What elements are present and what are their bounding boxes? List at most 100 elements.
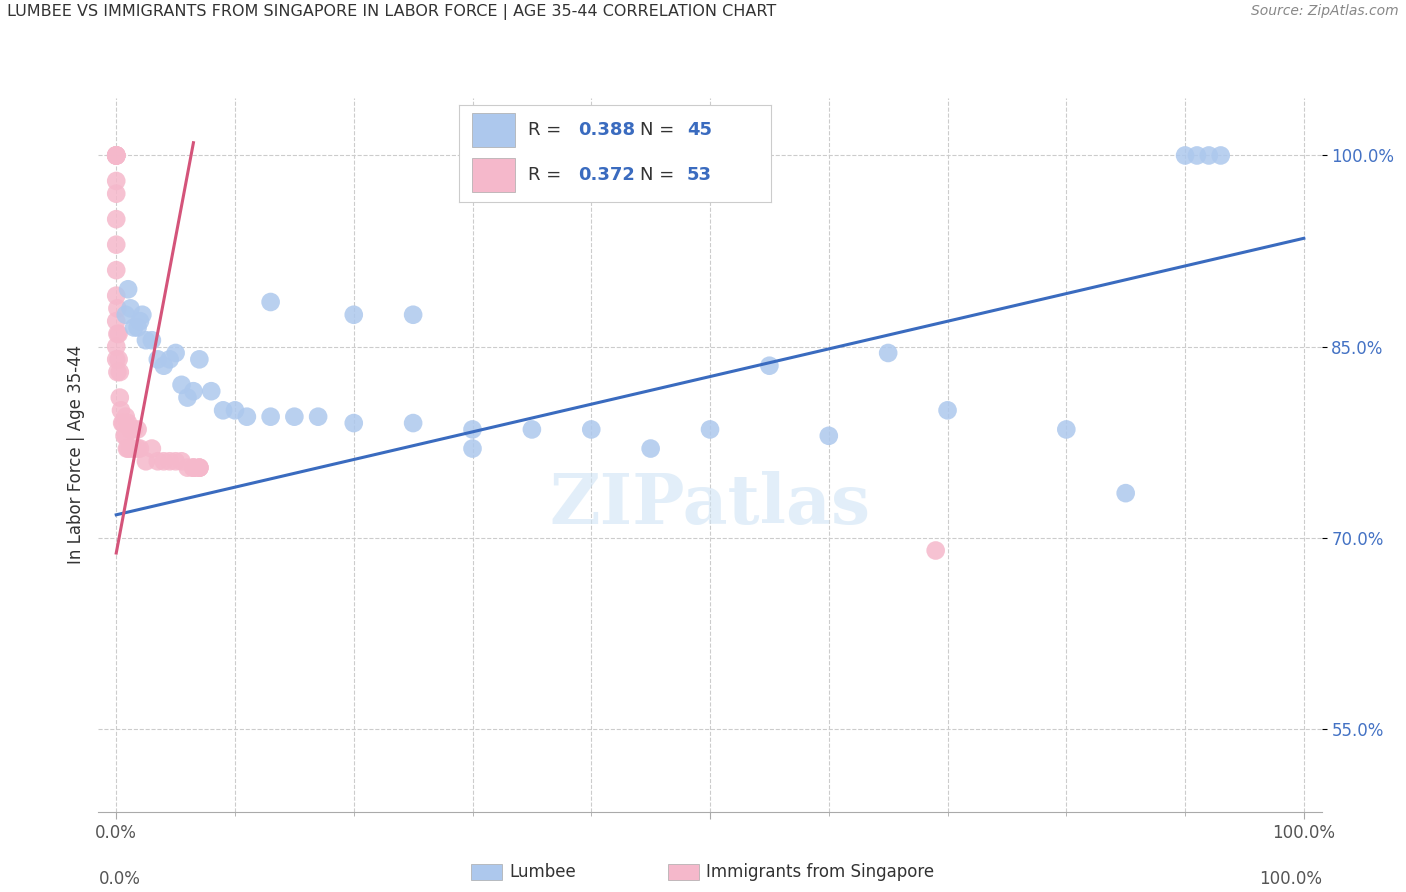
Point — [159, 352, 181, 367]
Point — [129, 442, 152, 456]
Point — [111, 416, 134, 430]
Point — [212, 403, 235, 417]
Point — [461, 422, 484, 436]
Point — [1054, 422, 1077, 436]
Point — [699, 422, 721, 436]
Point — [183, 460, 205, 475]
Point — [236, 409, 259, 424]
Point — [936, 403, 959, 417]
Text: Lumbee: Lumbee — [509, 863, 575, 881]
Point — [170, 454, 193, 468]
Point — [165, 346, 187, 360]
Point — [135, 454, 157, 468]
Point — [110, 403, 132, 417]
Point — [105, 148, 128, 162]
Point — [259, 295, 281, 310]
Point — [188, 460, 211, 475]
Point — [105, 340, 128, 354]
Point — [115, 442, 138, 456]
Point — [1209, 148, 1232, 162]
Point — [183, 460, 205, 475]
Point — [127, 422, 149, 436]
Point — [200, 384, 222, 399]
Point — [131, 308, 153, 322]
Point — [141, 333, 163, 347]
Point — [170, 377, 193, 392]
Y-axis label: In Labor Force | Age 35-44: In Labor Force | Age 35-44 — [66, 345, 84, 565]
Point — [283, 409, 305, 424]
Point — [107, 365, 129, 379]
Point — [183, 384, 205, 399]
Point — [105, 174, 128, 188]
Text: Immigrants from Singapore: Immigrants from Singapore — [706, 863, 934, 881]
Point — [127, 320, 149, 334]
Point — [146, 454, 169, 468]
Point — [105, 212, 128, 227]
Text: Source: ZipAtlas.com: Source: ZipAtlas.com — [1251, 4, 1399, 19]
Point — [105, 148, 128, 162]
Point — [105, 263, 128, 277]
Point — [176, 391, 198, 405]
Text: LUMBEE VS IMMIGRANTS FROM SINGAPORE IN LABOR FORCE | AGE 35-44 CORRELATION CHART: LUMBEE VS IMMIGRANTS FROM SINGAPORE IN L… — [7, 4, 776, 21]
Point — [120, 442, 142, 456]
Point — [188, 460, 211, 475]
Point — [105, 314, 128, 328]
Point — [117, 442, 139, 456]
Point — [107, 352, 129, 367]
Point — [402, 416, 425, 430]
Point — [877, 346, 900, 360]
Point — [1174, 148, 1197, 162]
Point — [817, 429, 839, 443]
Point — [117, 416, 139, 430]
Point — [107, 326, 129, 341]
Point — [188, 352, 211, 367]
Point — [343, 416, 366, 430]
Point — [581, 422, 603, 436]
Point — [924, 543, 946, 558]
Point — [461, 442, 484, 456]
Point — [1115, 486, 1137, 500]
Point — [188, 460, 211, 475]
Text: 100.0%: 100.0% — [1258, 870, 1322, 888]
Point — [117, 282, 139, 296]
Point — [105, 288, 128, 302]
Point — [259, 409, 281, 424]
Point — [343, 308, 366, 322]
Point — [108, 391, 131, 405]
Point — [105, 148, 128, 162]
Point — [183, 460, 205, 475]
Point — [146, 352, 169, 367]
Point — [402, 308, 425, 322]
Point — [122, 422, 145, 436]
Point — [108, 365, 131, 379]
Point — [107, 326, 129, 341]
Point — [122, 320, 145, 334]
Point — [307, 409, 329, 424]
Point — [114, 429, 136, 443]
Point — [107, 301, 129, 316]
Point — [105, 148, 128, 162]
Point — [105, 237, 128, 252]
Point — [135, 333, 157, 347]
Point — [1198, 148, 1220, 162]
Point — [120, 301, 142, 316]
Point — [105, 148, 128, 162]
Point — [112, 416, 135, 430]
Point — [105, 186, 128, 201]
Point — [127, 442, 149, 456]
Text: ZIPatlas: ZIPatlas — [550, 471, 870, 539]
Point — [152, 359, 174, 373]
Text: 0.0%: 0.0% — [98, 870, 141, 888]
Point — [165, 454, 187, 468]
Point — [640, 442, 662, 456]
Point — [152, 454, 174, 468]
Point — [176, 460, 198, 475]
Point — [224, 403, 246, 417]
Point — [114, 308, 136, 322]
Point — [520, 422, 543, 436]
Point — [105, 148, 128, 162]
Point — [114, 409, 136, 424]
Point — [141, 442, 163, 456]
Point — [105, 352, 128, 367]
Point — [129, 314, 152, 328]
